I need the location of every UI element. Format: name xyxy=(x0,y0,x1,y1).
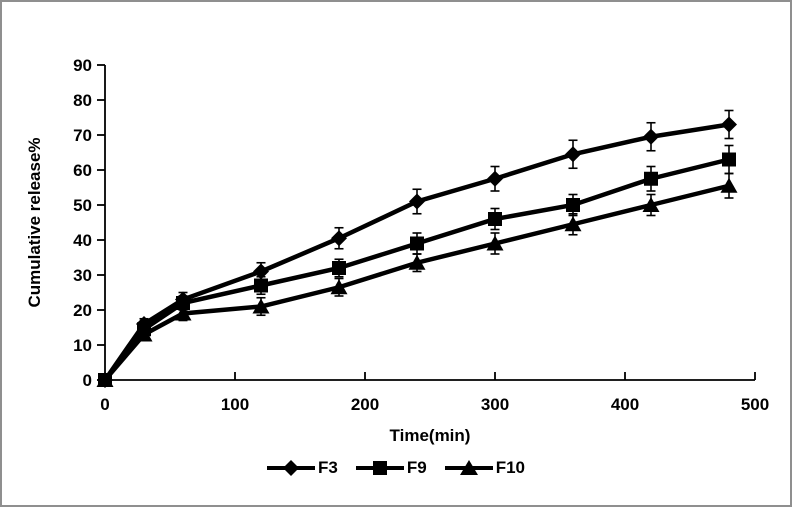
y-tick-label: 40 xyxy=(73,231,92,250)
y-tick-label: 30 xyxy=(73,266,92,285)
y-tick-label: 50 xyxy=(73,196,92,215)
legend-item-f10: F10 xyxy=(444,458,525,478)
series-f9 xyxy=(98,144,736,387)
x-tick-label: 300 xyxy=(481,395,509,414)
y-tick-label: 90 xyxy=(73,56,92,75)
x-tick-label: 200 xyxy=(351,395,379,414)
legend-label-f10: F10 xyxy=(495,458,525,477)
x-tick-label: 0 xyxy=(100,395,109,414)
y-tick-label: 70 xyxy=(73,126,92,145)
y-axis-ticks: 0 10 20 30 40 50 60 70 80 90 xyxy=(73,56,105,390)
chart-legend: F3 F9 F10 xyxy=(2,458,790,478)
x-tick-label: 400 xyxy=(611,395,639,414)
x-tick-label: 500 xyxy=(741,395,769,414)
x-tick-label: 100 xyxy=(221,395,249,414)
y-tick-label: 0 xyxy=(83,371,92,390)
legend-label-f9: F9 xyxy=(406,458,427,477)
y-tick-label: 60 xyxy=(73,161,92,180)
legend-item-f3: F3 xyxy=(267,458,338,478)
legend-label-f3: F3 xyxy=(318,458,338,477)
y-tick-label: 80 xyxy=(73,91,92,110)
y-tick-label: 20 xyxy=(73,301,92,320)
series-f10 xyxy=(96,172,738,387)
square-marker-icon xyxy=(355,461,404,475)
triangle-marker-icon xyxy=(444,460,493,475)
diamond-marker-icon xyxy=(267,460,315,476)
x-axis-title: Time(min) xyxy=(390,426,471,445)
y-tick-label: 10 xyxy=(73,336,92,355)
legend-item-f9: F9 xyxy=(355,458,427,478)
x-axis-ticks: 0 100 200 300 400 500 xyxy=(100,372,769,414)
y-axis-title: Cumulative release% xyxy=(25,137,44,307)
release-chart: 0 10 20 30 40 50 60 70 80 90 0 100 200 300 400 500 Time(… xyxy=(25,56,769,445)
axes xyxy=(104,65,755,381)
